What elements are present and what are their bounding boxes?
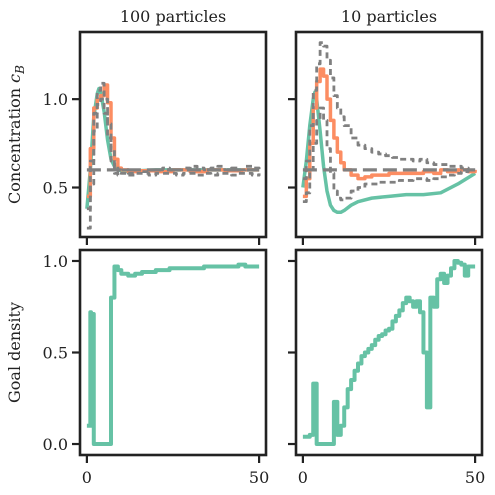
panel-top-left: 0.5 1.0 100 particles Concentration cB xyxy=(5,7,268,245)
y-tick-label: 0.5 xyxy=(43,344,68,363)
panel-title: 10 particles xyxy=(341,7,437,26)
x-tick-label: 50 xyxy=(249,468,269,487)
panel-title: 100 particles xyxy=(120,7,226,26)
series-line-1 xyxy=(86,83,260,199)
series-line-3 xyxy=(302,106,476,204)
plot-area xyxy=(302,258,476,447)
y-tick-label: 0.5 xyxy=(43,179,68,198)
axes-frame xyxy=(294,248,484,457)
plot-area xyxy=(86,262,260,447)
axes-frame xyxy=(78,248,268,457)
x-tick-label: 0 xyxy=(82,468,92,487)
y-tick-label: 1.0 xyxy=(43,90,68,109)
series-line-2 xyxy=(302,41,476,181)
axes-frame xyxy=(294,30,484,239)
series-line-3 xyxy=(86,97,261,230)
x-tick-label: 50 xyxy=(465,468,485,487)
series-line-1 xyxy=(302,67,477,199)
y-axis-label: Concentration cB xyxy=(5,65,27,204)
y-tick-label: 0.0 xyxy=(43,435,68,454)
panel-bottom-right: 0 50 xyxy=(288,248,485,487)
axes-frame xyxy=(78,30,268,239)
series-line-0 xyxy=(302,258,476,447)
panel-bottom-left: 0.0 0.5 1.0 0 50 Goal density xyxy=(5,248,269,487)
plot-area xyxy=(85,81,261,230)
y-axis-label: Goal density xyxy=(5,302,24,403)
y-tick-label: 1.0 xyxy=(43,252,68,271)
plot-area xyxy=(301,41,477,215)
series-line-0 xyxy=(86,262,260,447)
x-tick-label: 0 xyxy=(298,468,308,487)
panel-top-right: 10 particles xyxy=(288,7,484,245)
